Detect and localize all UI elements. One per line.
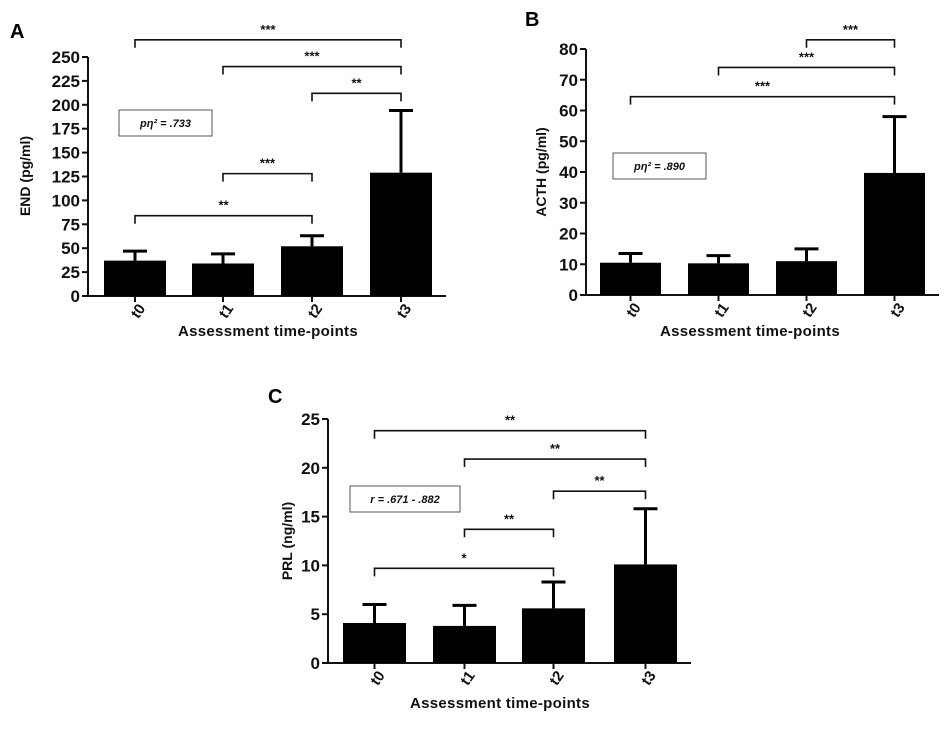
x-tick-label: t1 xyxy=(216,301,238,322)
x-axis-label: Assessment time-points xyxy=(178,323,358,340)
bar-t0 xyxy=(104,260,166,296)
significance-bracket xyxy=(552,490,647,500)
bar-t0 xyxy=(343,622,406,663)
significance-label: *** xyxy=(304,49,320,64)
panel-letter: C xyxy=(268,386,282,408)
x-axis-label: Assessment time-points xyxy=(410,695,590,712)
significance-bracket xyxy=(373,429,647,439)
panel-letter: A xyxy=(10,21,24,43)
bar-t1 xyxy=(688,263,749,295)
y-tick-label: 20 xyxy=(559,225,578,244)
y-tick-label: 30 xyxy=(559,194,578,213)
bar-t1 xyxy=(192,263,254,296)
x-tick-label: t2 xyxy=(799,300,821,321)
y-tick-label: 150 xyxy=(52,144,80,163)
x-tick-label: t0 xyxy=(128,301,150,322)
significance-bracket xyxy=(805,38,896,48)
bar-t1 xyxy=(433,625,496,663)
bar-t0 xyxy=(600,262,661,295)
significance-label: * xyxy=(461,550,467,565)
significance-label: ** xyxy=(218,198,229,213)
x-tick-label: t0 xyxy=(367,668,389,689)
x-tick-label: t2 xyxy=(546,668,568,689)
y-tick-label: 125 xyxy=(52,168,80,187)
significance-bracket xyxy=(463,458,647,468)
y-tick-label: 0 xyxy=(569,286,578,305)
y-tick-label: 10 xyxy=(301,556,320,575)
significance-label: *** xyxy=(755,79,771,94)
annotation-box xyxy=(349,485,461,513)
bar-t3 xyxy=(370,172,432,296)
y-tick-label: 200 xyxy=(52,96,80,115)
y-tick-label: 100 xyxy=(52,191,80,210)
y-tick-label: 50 xyxy=(61,239,80,258)
x-tick-label: t1 xyxy=(457,668,479,689)
significance-bracket xyxy=(311,92,402,102)
y-tick-label: 5 xyxy=(311,605,320,624)
x-tick-label: t3 xyxy=(887,300,909,321)
y-tick-label: 0 xyxy=(311,654,320,673)
y-tick-label: 80 xyxy=(559,40,578,59)
x-tick-label: t2 xyxy=(305,301,327,322)
effect-size-annotation: pη² = .733 xyxy=(139,118,191,130)
effect-size-annotation: pη² = .890 xyxy=(633,161,686,173)
significance-bracket xyxy=(222,65,402,75)
y-axis-label: END (pg/ml) xyxy=(17,136,33,216)
y-tick-label: 15 xyxy=(301,508,320,527)
significance-label: *** xyxy=(260,156,276,171)
x-tick-label: t0 xyxy=(623,300,645,321)
y-tick-label: 75 xyxy=(61,215,80,234)
y-tick-label: 10 xyxy=(559,255,578,274)
y-tick-label: 250 xyxy=(52,48,80,67)
x-tick-label: t3 xyxy=(394,301,416,322)
y-tick-label: 25 xyxy=(301,410,320,429)
effect-size-annotation: r = .671 - .882 xyxy=(370,494,439,506)
y-axis-label: ACTH (pg/ml) xyxy=(533,127,549,216)
significance-label: ** xyxy=(594,473,605,488)
significance-bracket xyxy=(373,567,555,577)
y-tick-label: 225 xyxy=(52,72,80,91)
annotation-box xyxy=(118,109,213,137)
y-tick-label: 40 xyxy=(559,163,578,182)
significance-label: *** xyxy=(799,49,815,64)
significance-bracket xyxy=(134,38,402,48)
significance-bracket xyxy=(463,528,555,538)
y-tick-label: 60 xyxy=(559,102,578,121)
bar-t2 xyxy=(522,608,585,663)
y-axis-label: PRL (ng/ml) xyxy=(279,502,295,580)
bar-t2 xyxy=(281,246,343,296)
y-tick-label: 175 xyxy=(52,120,80,139)
bar-t3 xyxy=(864,172,925,295)
significance-bracket xyxy=(134,214,313,224)
significance-label: ** xyxy=(504,511,515,526)
y-tick-label: 25 xyxy=(61,263,80,282)
significance-bracket xyxy=(629,95,896,105)
x-tick-label: t3 xyxy=(638,668,660,689)
x-axis-label: Assessment time-points xyxy=(660,323,840,340)
bar-t2 xyxy=(776,261,837,295)
significance-bracket xyxy=(222,172,313,182)
x-tick-label: t1 xyxy=(711,300,733,321)
significance-label: *** xyxy=(260,22,276,37)
significance-label: ** xyxy=(505,413,516,428)
y-tick-label: 0 xyxy=(71,287,80,306)
significance-label: ** xyxy=(550,441,561,456)
panel-letter: B xyxy=(525,9,539,31)
significance-label: ** xyxy=(351,75,362,90)
y-tick-label: 50 xyxy=(559,132,578,151)
annotation-box xyxy=(612,152,707,180)
y-tick-label: 70 xyxy=(559,71,578,90)
bar-t3 xyxy=(614,564,677,663)
y-tick-label: 20 xyxy=(301,459,320,478)
significance-label: *** xyxy=(843,22,859,37)
significance-bracket xyxy=(717,66,896,76)
